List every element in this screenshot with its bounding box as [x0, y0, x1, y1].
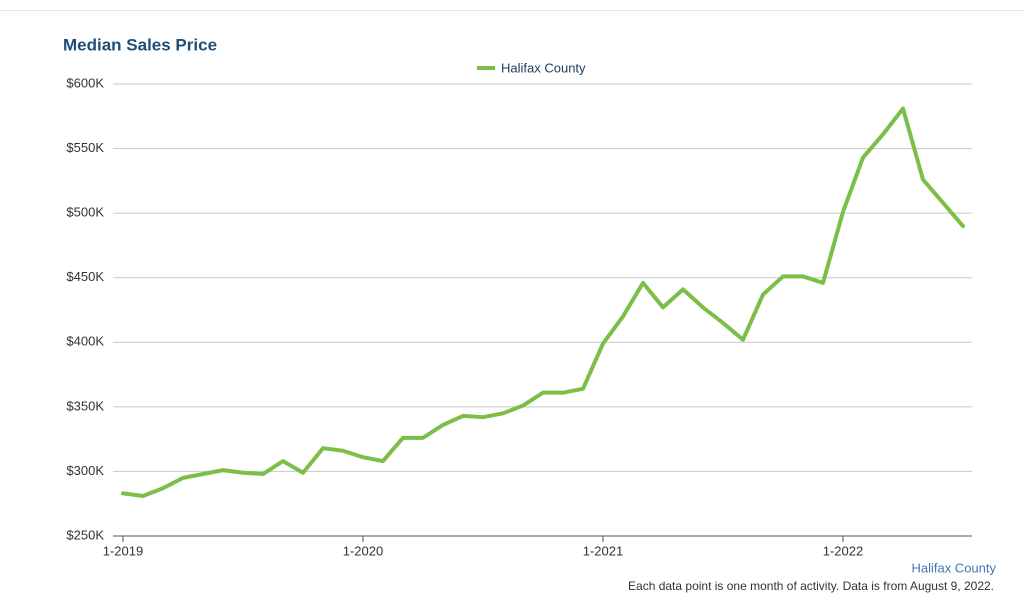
y-tick-label: $600K — [66, 75, 104, 90]
y-tick-label: $350K — [66, 398, 104, 413]
x-tick-label: 1-2020 — [343, 543, 383, 558]
y-tick-label: $500K — [66, 205, 104, 220]
x-tick-label: 1-2019 — [103, 543, 143, 558]
chart-title: Median Sales Price — [63, 35, 217, 54]
footnote: Each data point is one month of activity… — [628, 579, 994, 593]
x-tick-label: 1-2022 — [823, 543, 863, 558]
y-tick-label: $450K — [66, 269, 104, 284]
y-tick-label: $400K — [66, 334, 104, 349]
source-label: Halifax County — [911, 560, 996, 575]
x-tick-label: 1-2021 — [583, 543, 623, 558]
y-tick-label: $250K — [66, 527, 104, 542]
y-tick-label: $550K — [66, 140, 104, 155]
series-line — [121, 106, 965, 498]
y-tick-label: $300K — [66, 463, 104, 478]
legend-label: Halifax County — [501, 60, 586, 75]
